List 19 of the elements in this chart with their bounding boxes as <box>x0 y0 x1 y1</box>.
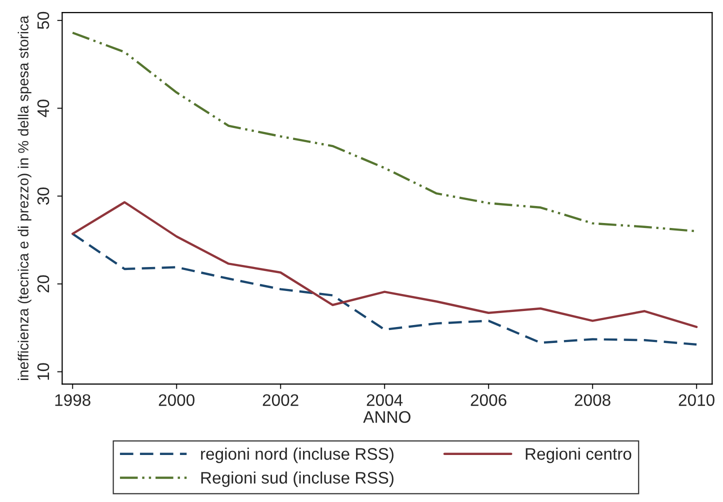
y-tick-label: 20 <box>37 275 50 292</box>
line-series <box>71 232 698 346</box>
x-tick-label: 1998 <box>55 394 90 406</box>
x-tick-label: 2002 <box>262 394 298 406</box>
y-tick-label: 40 <box>37 100 50 118</box>
x-axis-title: ANNO <box>363 411 410 423</box>
x-tick-label: 2006 <box>470 394 506 406</box>
y-tick-label: 30 <box>37 187 50 205</box>
y-tick-label: 50 <box>37 12 50 30</box>
legend-label: Regioni centro <box>526 448 632 464</box>
x-tick-label: 2000 <box>158 394 194 406</box>
legend-label: regioni nord (incluse RSS) <box>201 448 394 464</box>
line-series <box>71 201 698 328</box>
x-tick-label: 2010 <box>678 394 714 406</box>
x-tick-label: 2008 <box>574 394 610 406</box>
y-tick-label: 10 <box>37 363 50 380</box>
legend-label: Regioni sud (incluse RSS) <box>201 471 394 487</box>
y-axis-title: inefficienza (tecnica e di prezzo) in % della spesa storica <box>18 16 32 380</box>
x-tick-label: 2004 <box>366 394 403 406</box>
